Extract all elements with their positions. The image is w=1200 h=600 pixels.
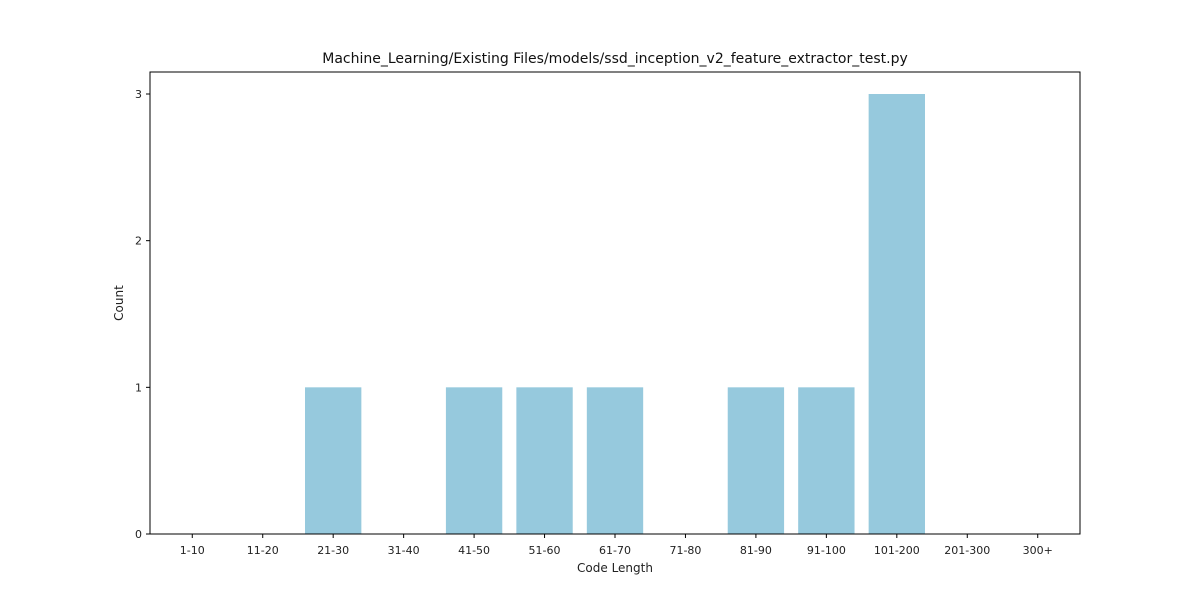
y-tick-label: 3	[135, 88, 142, 101]
x-tick-label: 300+	[1023, 544, 1053, 557]
x-tick-label: 41-50	[458, 544, 490, 557]
y-axis-label: Count	[112, 285, 126, 321]
bar-81-90	[727, 387, 785, 534]
bars-layer	[305, 94, 925, 534]
x-tick-label: 61-70	[599, 544, 631, 557]
y-tick-label: 0	[135, 528, 142, 541]
x-axis: 1-10 11-20 21-30 31-40 41-50 51-60 61-70 71-80 8…	[180, 534, 1053, 557]
bar-61-70	[586, 387, 644, 534]
x-tick-label: 71-80	[669, 544, 701, 557]
x-tick-label: 91-100	[807, 544, 846, 557]
x-tick-label: 1-10	[180, 544, 205, 557]
bar-91-100	[798, 387, 855, 534]
x-axis-label: Code Length	[577, 561, 653, 575]
x-tick-label: 101-200	[874, 544, 920, 557]
y-tick-label: 1	[135, 381, 142, 394]
x-tick-label: 51-60	[529, 544, 561, 557]
bar-41-50	[445, 387, 503, 534]
bar-21-30	[305, 387, 362, 534]
x-tick-label: 21-30	[317, 544, 349, 557]
y-tick-label: 2	[135, 235, 142, 248]
x-tick-label: 31-40	[388, 544, 420, 557]
y-axis: 0 1 2 3	[135, 88, 150, 541]
bar-101-200	[868, 94, 925, 534]
chart-title: Machine_Learning/Existing Files/models/s…	[322, 51, 908, 67]
x-tick-label: 201-300	[944, 544, 990, 557]
x-tick-label: 81-90	[740, 544, 772, 557]
x-tick-label: 11-20	[247, 544, 279, 557]
bar-51-60	[516, 387, 573, 534]
